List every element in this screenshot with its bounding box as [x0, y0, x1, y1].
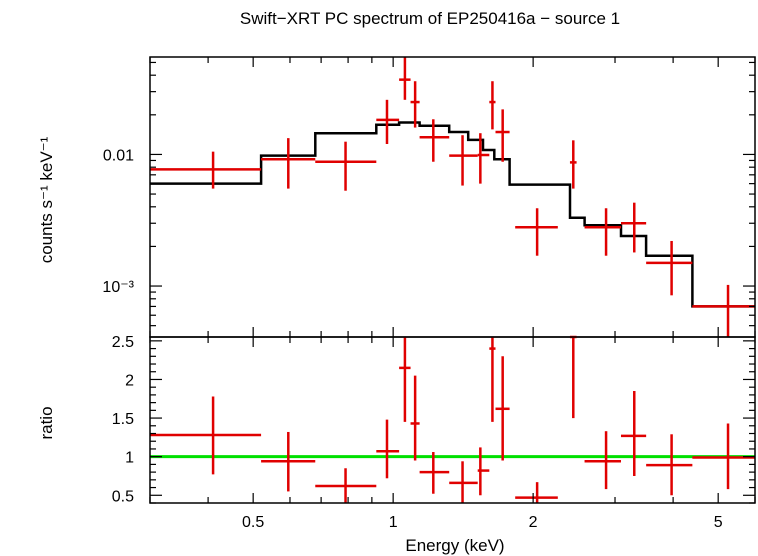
top-axes: 0.01 10⁻³ — [102, 56, 756, 338]
data-point — [692, 284, 755, 337]
data-point — [449, 135, 478, 186]
data-point — [261, 138, 316, 189]
data-point — [646, 240, 693, 296]
data-point — [515, 208, 558, 256]
data-point — [569, 140, 577, 189]
data-point — [620, 202, 647, 253]
y-tick-label: 1.5 — [112, 411, 134, 428]
xlabel: Energy (keV) — [405, 536, 504, 555]
ratio-point — [315, 468, 377, 503]
y-tick-label: 0.01 — [103, 147, 134, 164]
ratio-point — [376, 419, 400, 479]
ratio-point — [261, 431, 316, 492]
top-ylabel: counts s⁻¹ keV⁻¹ — [37, 136, 56, 263]
ratio-point — [399, 337, 411, 422]
x-tick-label: 0.5 — [242, 514, 264, 531]
x-tick-label: 1 — [389, 514, 398, 531]
bottom-ylabel: ratio — [37, 406, 56, 439]
x-tick-label: 2 — [529, 514, 538, 531]
model-steps — [150, 121, 755, 308]
data-point — [495, 109, 510, 162]
ratio-point — [449, 461, 478, 503]
y-tick-label: 2 — [125, 372, 134, 389]
x-tick-label: 5 — [714, 514, 723, 531]
ratio-point — [477, 447, 490, 496]
data-point — [489, 81, 496, 130]
chart-title: Swift−XRT PC spectrum of EP250416a − sou… — [240, 9, 620, 28]
data-point — [150, 151, 262, 189]
bottom-frame — [149, 336, 756, 504]
data-points — [150, 57, 755, 337]
ratio-point — [584, 431, 621, 490]
bottom-axes: 0.5 1 2 5 0.5 1 1.5 2 2.5 — [112, 334, 756, 531]
y-tick-label: 1 — [125, 450, 134, 467]
y-tick-label: 2.5 — [112, 334, 134, 351]
data-point — [399, 57, 411, 100]
data-point — [410, 81, 420, 128]
ratio-points — [150, 335, 755, 503]
y-tick-label: 0.5 — [112, 488, 134, 505]
ratio-point — [495, 356, 510, 461]
ratio-point — [515, 482, 558, 503]
data-point — [584, 208, 621, 256]
ratio-point — [410, 375, 420, 461]
ratio-point — [569, 335, 577, 419]
ratio-point — [692, 423, 755, 490]
y-tick-label: 10⁻³ — [102, 279, 134, 296]
data-point — [419, 119, 450, 162]
ratio-point — [489, 337, 496, 422]
data-point — [477, 133, 490, 184]
ratio-point — [646, 434, 693, 496]
model-step-line — [150, 121, 755, 308]
ratio-point — [150, 396, 262, 475]
top-frame — [149, 56, 756, 338]
spectrum-panel: 0.01 10⁻³ — [102, 56, 756, 338]
data-point — [376, 99, 400, 145]
data-point — [315, 141, 377, 191]
ratio-panel: 0.5 1 2 5 0.5 1 1.5 2 2.5 — [112, 334, 756, 531]
ratio-point — [419, 452, 450, 494]
ratio-point — [620, 391, 647, 476]
